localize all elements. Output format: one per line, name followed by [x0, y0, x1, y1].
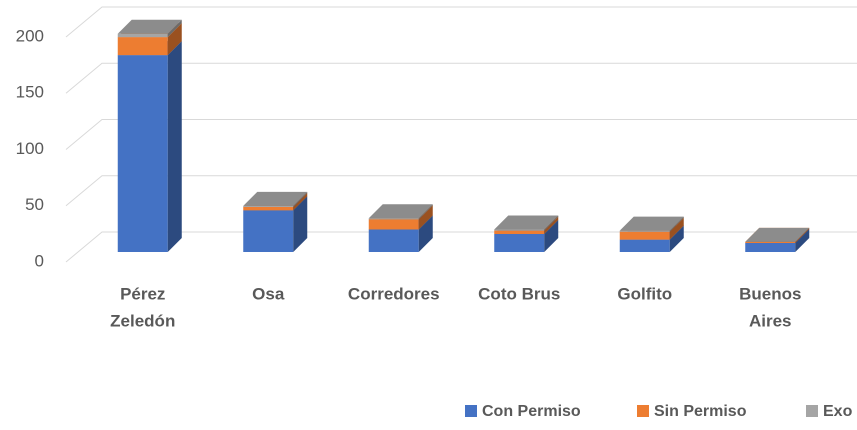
- bar-top: [494, 215, 559, 230]
- bar-side: [544, 220, 559, 252]
- grid-line: [65, 231, 857, 263]
- x-tick-label: Zeledón: [110, 311, 175, 330]
- y-tick-label: 100: [16, 139, 44, 158]
- bar-side: [795, 227, 810, 243]
- x-tick-label: Buenos: [739, 284, 801, 303]
- bar-front: [494, 230, 545, 234]
- bar-side: [293, 191, 308, 207]
- bar-side: [544, 215, 559, 231]
- bar-front: [494, 229, 545, 231]
- bar-front: [368, 218, 419, 220]
- bar-front: [619, 230, 670, 232]
- grid-line: [65, 6, 857, 38]
- bar-front: [243, 205, 294, 207]
- legend-swatch: [806, 405, 818, 417]
- bar-front: [117, 37, 168, 56]
- bar-front: [243, 210, 294, 252]
- legend-label: Exo: [823, 403, 853, 420]
- bar-side: [544, 216, 559, 234]
- grid-line: [65, 62, 857, 94]
- x-tick-label: Aires: [749, 311, 792, 330]
- y-tick-label: 200: [16, 26, 44, 45]
- y-tick-label: 0: [35, 251, 44, 270]
- x-tick-label: Osa: [252, 284, 285, 303]
- bar-front: [368, 219, 419, 230]
- bar-side: [167, 23, 182, 56]
- bar-side: [418, 205, 433, 230]
- x-tick-label: Coto Brus: [478, 284, 560, 303]
- bar-front: [117, 55, 168, 252]
- bar-side: [418, 215, 433, 252]
- grid-line: [65, 175, 857, 207]
- legend-swatch: [465, 405, 477, 417]
- y-tick-label: 50: [25, 195, 44, 214]
- bar-side: [669, 216, 684, 232]
- legend-label: Con Permiso: [482, 403, 581, 420]
- bar-top: [619, 216, 684, 231]
- bar-side: [669, 225, 684, 252]
- bar-top: [368, 204, 433, 219]
- bar-side: [167, 19, 182, 38]
- bar-front: [745, 243, 796, 252]
- x-tick-label: Golfito: [617, 284, 672, 303]
- x-tick-label: Pérez: [120, 284, 165, 303]
- bar-top: [117, 19, 182, 34]
- bar-front: [745, 241, 796, 243]
- bar-side: [418, 204, 433, 220]
- bar-top: [243, 191, 308, 206]
- legend-swatch: [637, 405, 649, 417]
- grid-line: [65, 119, 857, 150]
- y-tick-label: 150: [16, 83, 44, 102]
- bar-side: [293, 196, 308, 252]
- bar-front: [368, 229, 419, 252]
- bar-side: [167, 41, 182, 252]
- bar-side: [293, 193, 308, 211]
- bar-front: [619, 231, 670, 240]
- legend-label: Sin Permiso: [654, 403, 747, 420]
- bar-front: [117, 33, 168, 38]
- bar-front: [494, 234, 545, 252]
- bar-front: [243, 207, 294, 211]
- bar-top: [745, 227, 810, 242]
- bar-side: [669, 217, 684, 240]
- x-tick-label: Corredores: [348, 284, 440, 303]
- bar-front: [619, 239, 670, 252]
- bar-side: [795, 229, 810, 252]
